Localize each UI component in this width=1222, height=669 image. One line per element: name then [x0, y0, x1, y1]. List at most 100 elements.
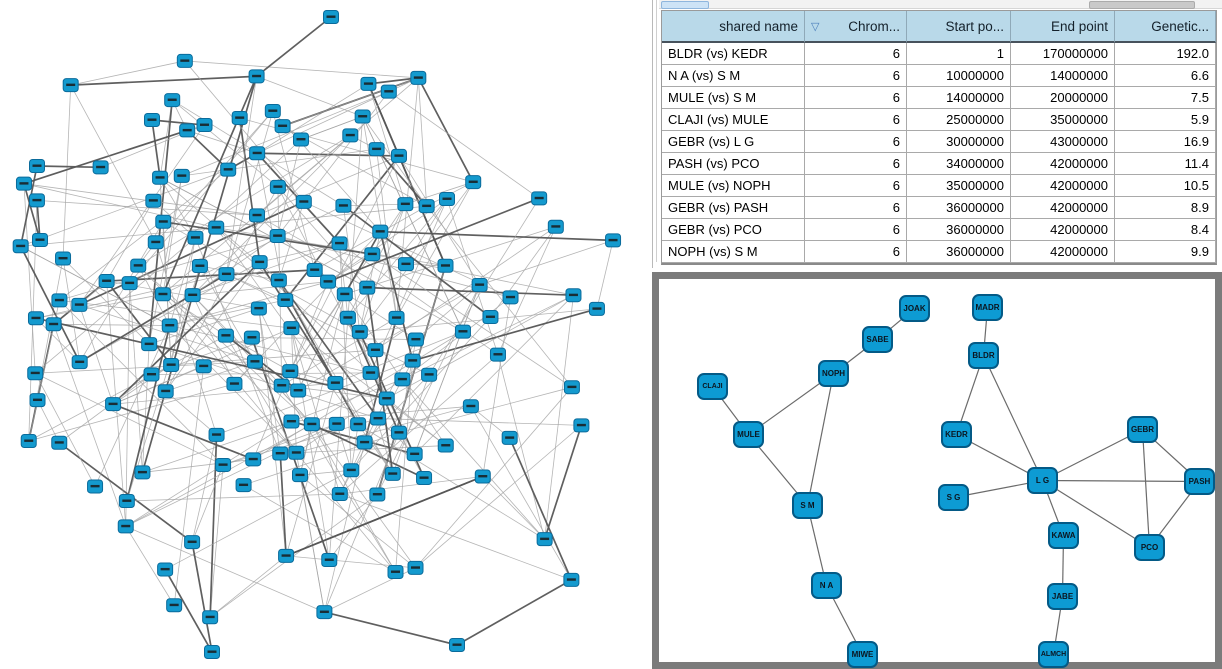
network-edge[interactable]: [53, 324, 127, 527]
network-edge-GEBR-PCO[interactable]: [1141, 429, 1151, 548]
network-edge[interactable]: [335, 331, 464, 384]
network-edge[interactable]: [279, 453, 287, 556]
cell-shared-name[interactable]: BLDR (vs) KEDR: [662, 43, 805, 65]
network-edge[interactable]: [277, 91, 390, 237]
network-edge[interactable]: [359, 203, 406, 332]
network-edge[interactable]: [19, 165, 38, 247]
sort-filter-icon[interactable]: ▽: [811, 21, 820, 33]
cell-shared-name[interactable]: CLAJI (vs) MULE: [662, 109, 805, 131]
network-edge[interactable]: [186, 129, 229, 171]
network-edge[interactable]: [58, 442, 193, 543]
cell-genetic[interactable]: 10.5: [1115, 175, 1216, 197]
network-edge[interactable]: [138, 135, 351, 267]
network-edge[interactable]: [105, 280, 172, 366]
network-edge[interactable]: [347, 198, 448, 319]
network-edge[interactable]: [151, 372, 371, 375]
column-header-end-point[interactable]: End point: [1011, 11, 1115, 43]
node-SM[interactable]: S M: [792, 492, 823, 519]
network-edge[interactable]: [417, 77, 474, 183]
network-edge[interactable]: [23, 183, 217, 229]
table-row[interactable]: N A (vs) S M 6 10000000 14000000 6.6: [662, 65, 1216, 87]
network-edge[interactable]: [148, 175, 183, 345]
network-edge[interactable]: [37, 399, 60, 443]
network-edge[interactable]: [366, 287, 394, 474]
cell-genetic[interactable]: 7.5: [1115, 87, 1216, 109]
cell-end-point[interactable]: 42000000: [1011, 153, 1115, 175]
network-edge[interactable]: [324, 611, 458, 646]
network-edge[interactable]: [59, 299, 292, 329]
network-edge[interactable]: [253, 331, 464, 460]
network-edge[interactable]: [372, 253, 573, 388]
network-edge[interactable]: [209, 555, 287, 618]
network-edge[interactable]: [35, 372, 224, 466]
network-edge[interactable]: [339, 243, 499, 355]
network-edge[interactable]: [359, 181, 474, 333]
table-row[interactable]: BLDR (vs) KEDR 6 1 170000000 192.0: [662, 43, 1216, 65]
network-edge[interactable]: [368, 83, 406, 205]
network-edge[interactable]: [311, 424, 396, 573]
network-edge[interactable]: [62, 85, 72, 259]
network-edge[interactable]: [482, 476, 545, 540]
cell-start-point[interactable]: 35000000: [907, 175, 1011, 197]
network-edge[interactable]: [344, 231, 381, 295]
network-edge[interactable]: [181, 148, 377, 177]
network-edge[interactable]: [367, 286, 574, 297]
network-edge[interactable]: [414, 284, 480, 455]
network-edge[interactable]: [112, 403, 254, 461]
cell-chromosome[interactable]: 6: [805, 109, 907, 131]
node-CLAJI[interactable]: CLAJI: [697, 373, 728, 400]
cell-chromosome[interactable]: 6: [805, 153, 907, 175]
network-edge[interactable]: [327, 197, 540, 283]
network-edge[interactable]: [299, 474, 416, 569]
network-edge[interactable]: [126, 325, 171, 502]
network-edge[interactable]: [243, 432, 400, 486]
network-edge[interactable]: [343, 205, 361, 332]
node-NA[interactable]: N A: [811, 572, 842, 599]
table-row[interactable]: MULE (vs) S M 6 14000000 20000000 7.5: [662, 87, 1216, 109]
network-edge[interactable]: [415, 425, 582, 569]
network-edge[interactable]: [314, 205, 427, 271]
network-edge[interactable]: [70, 75, 257, 86]
network-edge[interactable]: [20, 169, 229, 247]
network-edge[interactable]: [171, 99, 279, 188]
network-edge[interactable]: [285, 475, 484, 557]
network-edge[interactable]: [368, 77, 419, 85]
network-edge[interactable]: [35, 361, 255, 374]
network-edge[interactable]: [125, 526, 175, 606]
network-edge[interactable]: [149, 343, 379, 419]
cell-end-point[interactable]: 42000000: [1011, 241, 1115, 263]
network-edge[interactable]: [543, 425, 583, 540]
node-PASH[interactable]: PASH: [1184, 468, 1215, 495]
node-LG[interactable]: L G: [1027, 467, 1058, 494]
network-edge[interactable]: [379, 231, 414, 361]
subnetwork-canvas[interactable]: JOAK MADR SABE BLDR NOPH CLAJI MULE KEDR GEBR L G…: [659, 279, 1215, 668]
network-edge[interactable]: [59, 169, 229, 301]
network-edge[interactable]: [184, 60, 419, 79]
main-network-canvas[interactable]: [0, 0, 652, 669]
network-edge[interactable]: [225, 335, 297, 453]
cell-genetic[interactable]: 5.9: [1115, 109, 1216, 131]
network-edge[interactable]: [148, 343, 387, 400]
network-edge[interactable]: [23, 183, 36, 374]
network-edge[interactable]: [23, 183, 41, 241]
column-header-genetic[interactable]: Genetic...: [1115, 11, 1216, 43]
node-BLDR[interactable]: BLDR: [968, 342, 999, 369]
network-edge[interactable]: [28, 383, 235, 442]
network-edge[interactable]: [216, 360, 413, 436]
scrollbar-thumb-right[interactable]: [1089, 1, 1195, 9]
network-edge[interactable]: [159, 177, 172, 365]
horizontal-scrollbar[interactable]: [659, 0, 1222, 9]
cell-start-point[interactable]: 34000000: [907, 153, 1011, 175]
network-edge[interactable]: [405, 181, 474, 205]
network-edge[interactable]: [151, 119, 161, 178]
network-edge[interactable]: [159, 177, 196, 238]
cell-end-point[interactable]: 14000000: [1011, 65, 1115, 87]
network-edge[interactable]: [386, 398, 447, 446]
network-edge[interactable]: [296, 405, 471, 454]
network-edge[interactable]: [479, 240, 614, 286]
cell-shared-name[interactable]: MULE (vs) NOPH: [662, 175, 805, 197]
table-row[interactable]: GEBR (vs) PASH 6 36000000 42000000 8.9: [662, 197, 1216, 219]
network-edge[interactable]: [299, 469, 352, 476]
cell-start-point[interactable]: 10000000: [907, 65, 1011, 87]
network-edge-NOPH-SM[interactable]: [806, 373, 835, 506]
